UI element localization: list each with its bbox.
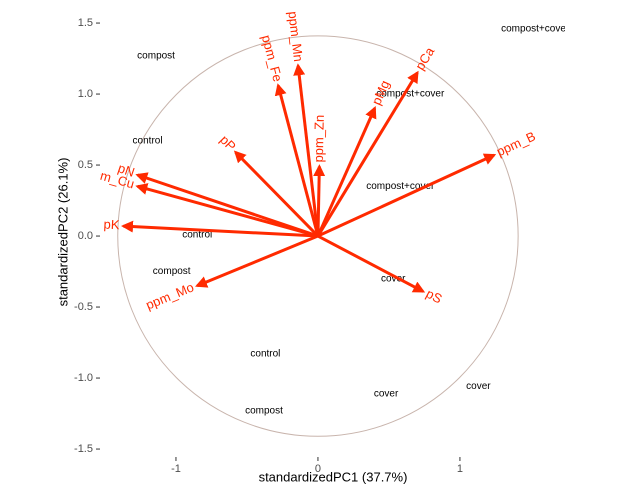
sample-label: compost+cover <box>366 181 435 192</box>
loading-arrow <box>293 63 320 237</box>
loading-label: pCa <box>412 44 438 73</box>
sample-label: compost+cover <box>501 23 570 34</box>
sample-label: cover <box>381 273 406 284</box>
loading-arrow <box>233 150 320 238</box>
loading-arrow <box>195 234 319 288</box>
y-tick-label: 0.5 <box>78 159 93 171</box>
loading-label: pK <box>103 217 120 233</box>
x-tick-label: 0 <box>315 463 321 475</box>
sample-label: control <box>133 136 163 147</box>
loading-arrow <box>316 106 377 237</box>
y-tick-label: 1.5 <box>78 17 93 29</box>
loading-arrow <box>317 153 497 238</box>
sample-label: control <box>250 349 280 360</box>
loading-arrow <box>316 70 419 237</box>
y-axis-title: standardizedPC2 (26.1%) <box>55 158 70 307</box>
loading-label: pS <box>424 286 445 307</box>
x-tick-label: 1 <box>457 463 463 475</box>
loading-label: ppm_B <box>494 128 538 159</box>
loading-label: ppm_Mn <box>285 10 306 62</box>
loading-arrow <box>135 183 319 238</box>
y-tick-label: -1.0 <box>74 372 93 384</box>
loading-arrow <box>135 172 319 238</box>
y-tick-label: -0.5 <box>74 301 93 313</box>
sample-label: control <box>182 229 212 240</box>
y-tick-label: 1.0 <box>78 88 93 100</box>
loading-label: ppm_Zn <box>311 115 327 163</box>
loading-arrow <box>317 234 426 293</box>
plot-panel: compost+cover compost compost+cover control… <box>100 10 570 437</box>
sample-label: cover <box>374 388 399 399</box>
sample-label: cover <box>466 381 491 392</box>
loading-arrow <box>121 220 319 238</box>
loading-label: ppm_Fe <box>259 33 286 83</box>
correlation-circle <box>117 35 519 437</box>
loading-label: pN <box>116 160 137 180</box>
sample-label: compost <box>137 50 175 61</box>
loading-arrow <box>313 164 326 237</box>
x-axis-title: standardizedPC1 (37.7%) <box>259 469 408 484</box>
y-tick-label: 0.0 <box>78 230 93 242</box>
y-tick-label: -1.5 <box>74 443 93 455</box>
loading-label: ppm_Mo <box>144 279 196 312</box>
sample-label: compost+cover <box>376 89 445 100</box>
loading-label: pP <box>217 132 239 154</box>
sample-label: compost <box>245 405 283 416</box>
loading-arrow <box>274 83 320 237</box>
sample-label: compost <box>153 266 191 277</box>
x-tick-label: -1 <box>171 463 181 475</box>
